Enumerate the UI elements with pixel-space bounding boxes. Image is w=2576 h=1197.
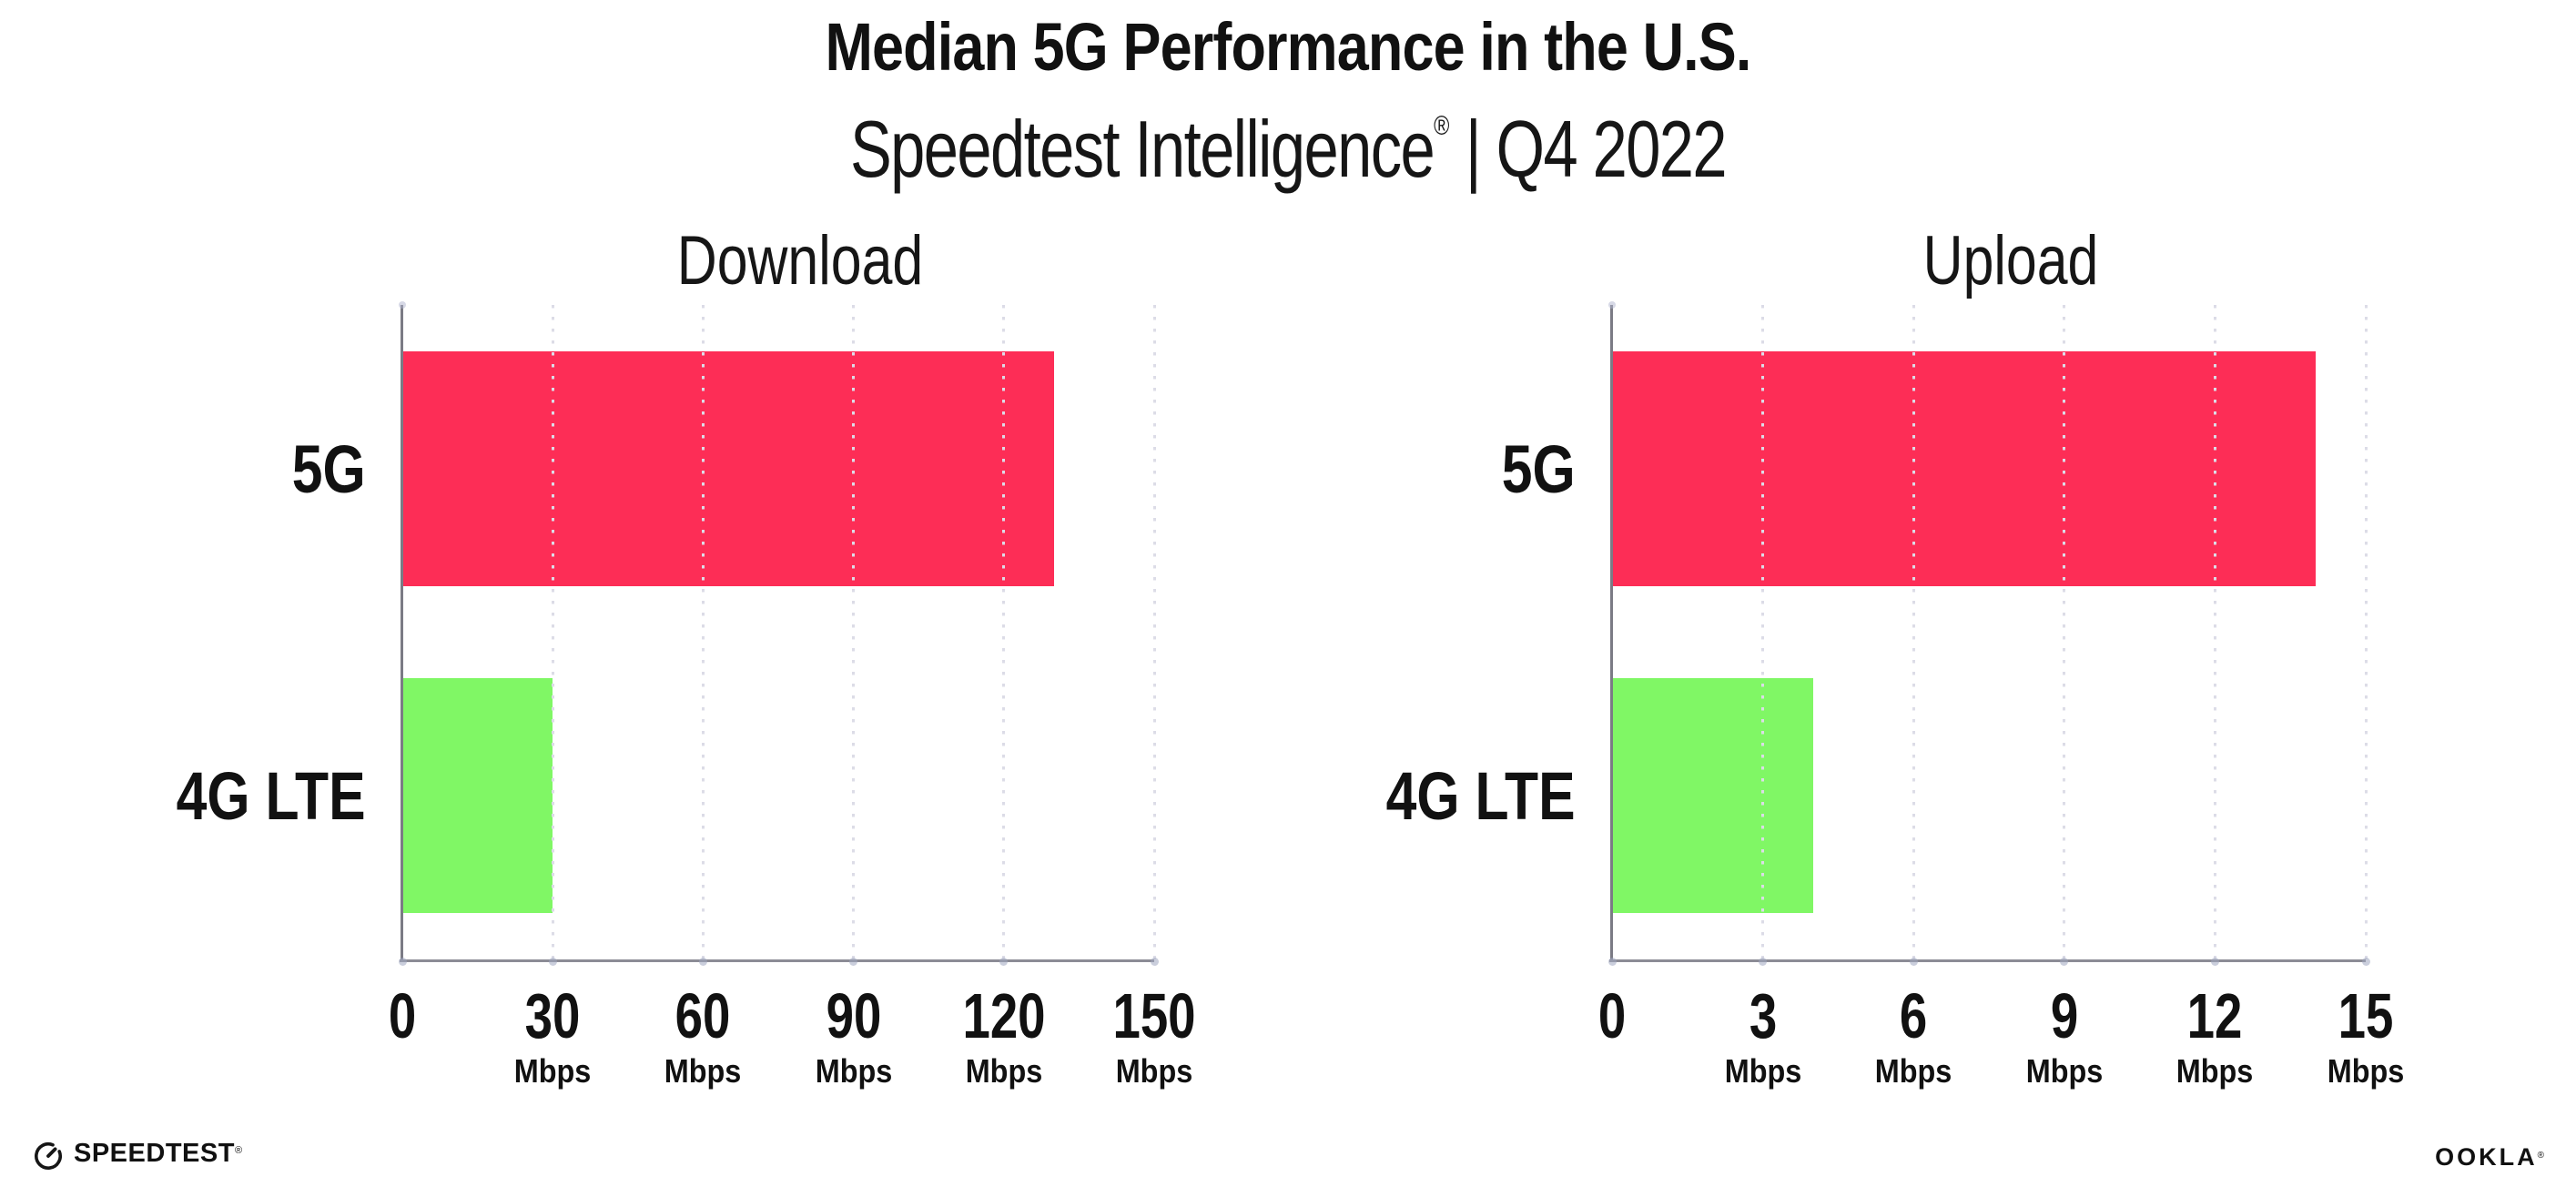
gridline (2063, 305, 2066, 960)
figure-subtitle: Speedtest Intelligence® | Q4 2022 (849, 104, 1728, 212)
axis-end-dot (1608, 301, 1616, 309)
x-axis-tick-labels: 0 3 Mbps 6 Mbps 9 Mbps 12 Mbps 15 Mbps (1598, 983, 2404, 1129)
upload-chart-title: Upload (1922, 222, 2099, 299)
x-tick: 6 Mbps (1871, 983, 1956, 1089)
x-tick-unit: Mbps (2025, 1052, 2104, 1090)
gridline (1002, 305, 1006, 960)
x-tick-unit: Mbps (965, 1052, 1043, 1090)
gridline (852, 305, 856, 960)
axis-tick-dot (999, 958, 1009, 966)
gridline (1761, 305, 1765, 960)
ookla-logo: OOKLA® (2435, 1143, 2544, 1171)
x-tick-unit: Mbps (1874, 1052, 1952, 1090)
x-tick: 0 (1595, 983, 1630, 1049)
figure-title: Median 5G Performance in the U.S. (825, 9, 1751, 85)
axis-tick-dot (1909, 958, 1918, 966)
x-tick-value: 30 (524, 980, 581, 1051)
x-tick-value: 60 (675, 980, 731, 1051)
category-label-4g-lte: 4G LTE (177, 757, 366, 834)
x-tick-value: 9 (2050, 980, 2078, 1051)
bar-5g-download (402, 351, 1054, 586)
download-plot-area (398, 301, 1159, 966)
axis-tick-dot (548, 958, 557, 966)
gridline (2364, 305, 2368, 960)
registered-trademark-symbol: ® (1434, 111, 1450, 141)
axis-tick-dot (2210, 958, 2219, 966)
speedtest-trademark-symbol: ® (234, 1145, 243, 1156)
x-tick-value: 0 (1597, 980, 1627, 1051)
y-axis-line (1610, 305, 1613, 962)
speedtest-logo: SPEEDTEST® (31, 1138, 243, 1174)
x-tick: 15 Mbps (2323, 983, 2409, 1089)
speedtest-wordmark: SPEEDTEST® (74, 1139, 243, 1168)
x-tick: 0 (385, 983, 421, 1049)
speedtest-gauge-icon (35, 1142, 62, 1170)
gridline (1912, 305, 1915, 960)
x-tick: 90 Mbps (811, 983, 897, 1089)
bar-4g-lte-upload (1612, 678, 1813, 913)
axis-tick-dot (1150, 958, 1159, 966)
x-tick-value: 12 (2187, 980, 2243, 1051)
axis-tick-dot (398, 958, 407, 966)
axis-tick-dot (698, 958, 707, 966)
x-tick-unit: Mbps (1115, 1052, 1193, 1090)
bar-4g-lte-download (402, 678, 553, 913)
axis-end-dot (399, 301, 406, 309)
x-tick: 9 Mbps (2022, 983, 2107, 1089)
axis-tick-dot (1759, 958, 1768, 966)
axis-tick-dot (2060, 958, 2069, 966)
x-axis-tick-labels: 0 30 Mbps 60 Mbps 90 Mbps 120 Mbps 150 Mbps (389, 983, 1196, 1129)
axis-tick-dot (849, 958, 858, 966)
y-axis-line (401, 305, 403, 962)
x-tick-value: 150 (1112, 980, 1196, 1051)
x-tick: 30 Mbps (510, 983, 595, 1089)
x-tick: 60 Mbps (660, 983, 745, 1089)
upload-plot-area (1607, 301, 2370, 966)
upload-chart: Upload 5G 4G LTE 0 3 Mbps 6 Mbps 9 Mbps 12 Mbps 1… (1386, 222, 2404, 1129)
category-label-4g-lte: 4G LTE (1386, 757, 1576, 834)
x-tick-unit: Mbps (513, 1052, 592, 1090)
x-tick: 3 Mbps (1720, 983, 1806, 1089)
axis-tick-dot (2361, 958, 2370, 966)
category-label-5g: 5G (292, 431, 366, 507)
gridline (701, 305, 705, 960)
x-tick: 150 Mbps (1101, 983, 1208, 1089)
ookla-trademark-symbol: ® (2537, 1151, 2544, 1161)
download-chart-title: Download (676, 222, 924, 299)
x-tick-value: 120 (962, 980, 1046, 1051)
gridline (551, 305, 554, 960)
x-tick-value: 15 (2338, 980, 2394, 1051)
bar-5g-upload (1612, 351, 2316, 586)
x-tick-unit: Mbps (815, 1052, 892, 1090)
gridline (1152, 305, 1156, 960)
axis-tick-dot (1607, 958, 1617, 966)
x-tick: 120 Mbps (950, 983, 1057, 1089)
x-axis-line (400, 959, 1154, 962)
category-label-5g: 5G (1502, 431, 1576, 507)
x-tick: 12 Mbps (2172, 983, 2257, 1089)
x-tick-value: 3 (1749, 980, 1777, 1051)
x-axis-line (1609, 959, 2366, 962)
subtitle-period: | Q4 2022 (1449, 104, 1728, 194)
download-chart: Download 5G 4G LTE 0 30 Mbps 60 Mbps 90 Mbps 12… (177, 222, 1196, 1129)
subtitle-product: Speedtest Intelligence (849, 104, 1435, 194)
x-tick-value: 0 (388, 980, 417, 1051)
x-tick-unit: Mbps (1724, 1052, 1801, 1090)
x-tick-value: 6 (1900, 980, 1928, 1051)
x-tick-unit: Mbps (2176, 1052, 2254, 1090)
x-tick-value: 90 (826, 980, 881, 1051)
gridline (2213, 305, 2216, 960)
x-tick-unit: Mbps (2327, 1052, 2405, 1090)
x-tick-unit: Mbps (664, 1052, 742, 1090)
